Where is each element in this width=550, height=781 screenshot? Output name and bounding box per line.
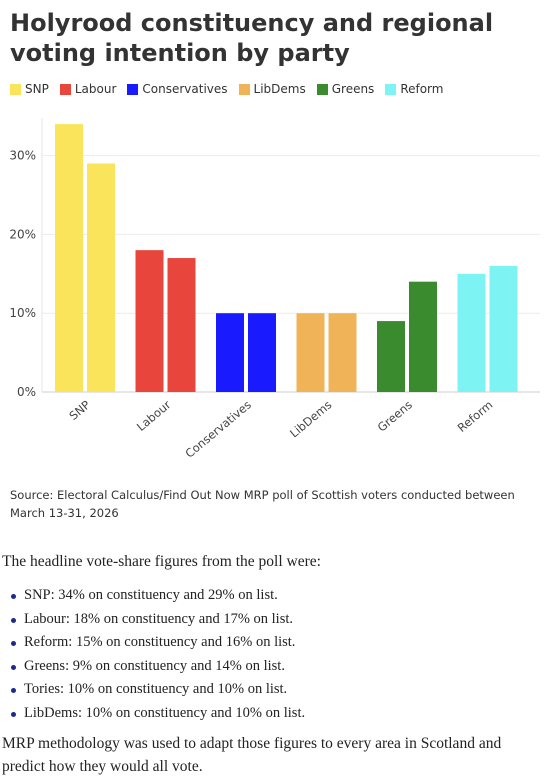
list-item-text: Tories: 10% on constituency and 10% on l…	[24, 681, 288, 698]
x-tick-label: Reform	[455, 398, 496, 435]
article-intro: The headline vote-share figures from the…	[2, 553, 321, 570]
legend-label-snp: SNP	[25, 82, 49, 96]
x-tick-label: Labour	[134, 397, 174, 433]
bar-constituency-greens	[377, 321, 405, 392]
legend-label-labour: Labour	[74, 82, 117, 96]
x-tick-label: Conservatives	[182, 398, 253, 461]
bar-list-greens	[409, 281, 437, 392]
list-item: SNP: 34% on constituency and 29% on list…	[2, 584, 548, 608]
bullet-icon	[11, 711, 16, 717]
legend-swatch-reform	[385, 83, 397, 95]
legend-item-conservatives[interactable]: Conservatives	[127, 82, 228, 96]
bullet-icon	[11, 688, 16, 694]
list-item-text: Labour: 18% on constituency and 17% on l…	[24, 610, 294, 627]
bar-constituency-labour	[135, 250, 164, 392]
bar-constituency-conservatives	[216, 313, 244, 392]
bar-list-snp	[87, 163, 115, 392]
bar-list-conservatives	[248, 313, 276, 392]
bullet-icon	[11, 641, 16, 647]
bar-chart: 0% 10% 20% 30% SNP Labour Conservatives LibDems…	[9, 118, 540, 461]
legend-label-libdems: LibDems	[253, 82, 306, 96]
list-item-text: LibDems: 10% on constituency and 10% on …	[24, 704, 306, 721]
legend-swatch-libdems	[238, 83, 250, 95]
legend-swatch-snp	[10, 83, 21, 95]
bar-constituency-reform	[457, 273, 486, 392]
bar-list-libdems	[328, 313, 357, 392]
bullet-icon	[11, 617, 16, 623]
legend-item-snp[interactable]: SNP	[10, 82, 49, 96]
list-item: LibDems: 10% on constituency and 10% on …	[2, 702, 548, 726]
x-tick-label: LibDems	[287, 398, 334, 441]
list-item-text: Greens: 9% on constituency and 14% on li…	[24, 657, 285, 674]
figures-list: SNP: 34% on constituency and 29% on list…	[2, 584, 548, 726]
y-tick-label: 30%	[9, 149, 36, 163]
bar-list-reform	[489, 265, 518, 392]
bullet-icon	[11, 664, 16, 670]
article-body: The headline vote-share figures from the…	[2, 550, 548, 778]
bullet-icon	[11, 594, 16, 599]
x-tick-label: Greens	[375, 398, 415, 435]
list-item: Tories: 10% on constituency and 10% on l…	[2, 678, 548, 702]
legend-item-labour[interactable]: Labour	[59, 82, 117, 96]
legend-item-reform[interactable]: Reform	[385, 82, 443, 96]
y-tick-label: 10%	[9, 306, 36, 320]
bar-constituency-libdems	[296, 313, 325, 392]
legend-item-greens[interactable]: Greens	[316, 82, 375, 96]
legend-item-libdems[interactable]: LibDems	[238, 82, 306, 96]
list-item-text: Reform: 15% on constituency and 16% on l…	[24, 634, 296, 651]
x-tick-label: SNP	[66, 398, 93, 423]
legend-swatch-greens	[316, 83, 328, 95]
y-tick-label: 0%	[17, 385, 36, 399]
legend-swatch-conservatives	[127, 83, 139, 95]
article-outro: MRP methodology was used to adapt those …	[2, 734, 502, 775]
y-tick-label: 20%	[9, 227, 36, 241]
chart-title: Holyrood constituency and regional votin…	[10, 9, 494, 67]
chart-legend: SNP Labour Conservatives LibDems Greens …	[10, 82, 550, 96]
legend-swatch-labour	[59, 83, 71, 95]
bar-list-labour	[167, 258, 196, 392]
list-item: Labour: 18% on constituency and 17% on l…	[2, 608, 548, 632]
list-item-text: SNP: 34% on constituency and 29% on list…	[24, 587, 278, 603]
legend-label-reform: Reform	[400, 82, 444, 96]
legend-label-greens: Greens	[331, 82, 375, 96]
bar-constituency-snp	[55, 124, 83, 392]
source-note: Source: Electoral Calculus/Find Out Now …	[10, 488, 515, 520]
legend-label-conservatives: Conservatives	[142, 82, 228, 96]
list-item: Greens: 9% on constituency and 14% on li…	[2, 655, 548, 679]
list-item: Reform: 15% on constituency and 16% on l…	[2, 631, 548, 655]
